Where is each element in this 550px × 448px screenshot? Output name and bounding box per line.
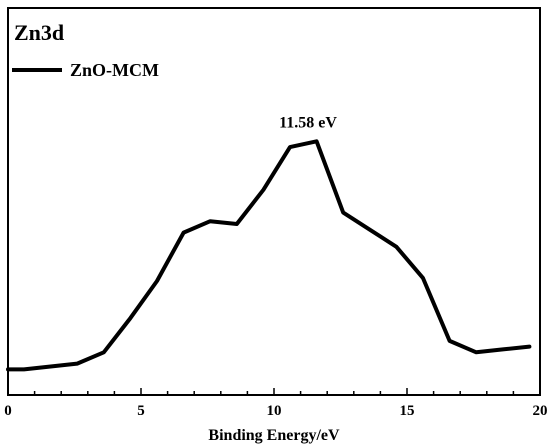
x-axis-label: Binding Energy/eV — [208, 427, 340, 444]
chart-title: Zn3d — [14, 20, 64, 45]
x-axis-ticks: 0 5 10 15 20 — [4, 388, 548, 419]
x-tick-label: 15 — [400, 403, 415, 419]
x-tick-label: 20 — [533, 403, 548, 419]
x-tick-label: 0 — [4, 403, 12, 419]
legend-label: ZnO-MCM — [70, 60, 159, 80]
series-line-zno-mcm — [6, 139, 532, 372]
x-tick-label: 5 — [137, 403, 145, 419]
peak-annotation: 11.58 eV — [279, 114, 337, 131]
x-tick-label: 10 — [267, 403, 282, 419]
